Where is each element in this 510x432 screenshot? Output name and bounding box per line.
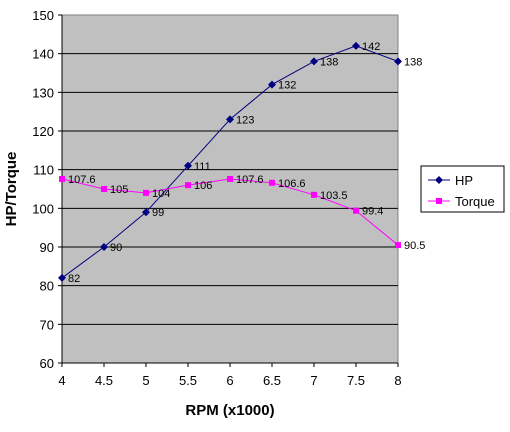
data-point bbox=[310, 57, 318, 66]
y-axis-title: HP/Torque bbox=[3, 152, 20, 227]
data-point bbox=[184, 161, 192, 170]
data-point bbox=[226, 115, 234, 124]
legend-label: Torque bbox=[455, 194, 495, 209]
series-group: 82 90 99 111 123 132 138 142 138 107.6 105 104 106 10… bbox=[58, 41, 425, 285]
data-label: 106.6 bbox=[278, 178, 306, 190]
y-tick-label: 120 bbox=[32, 124, 54, 139]
x-tick-label: 6 bbox=[226, 373, 233, 388]
data-label: 107.6 bbox=[68, 174, 96, 186]
data-label: 123 bbox=[236, 114, 254, 126]
legend-box bbox=[420, 165, 505, 213]
legend-marker bbox=[435, 176, 443, 184]
data-point bbox=[269, 179, 275, 186]
x-tick-label: 8 bbox=[394, 373, 401, 388]
data-label: 105 bbox=[110, 184, 128, 196]
y-tick-label: 80 bbox=[40, 279, 54, 294]
y-axis-ticks: 60 70 80 90 100 110 120 130 140 150 bbox=[32, 8, 62, 371]
data-label: 104 bbox=[152, 188, 170, 200]
x-tick-label: 5 bbox=[142, 373, 149, 388]
data-label: 99 bbox=[152, 207, 164, 219]
x-axis-title: RPM (x1000) bbox=[185, 402, 274, 419]
data-point bbox=[352, 41, 360, 50]
data-label: 103.5 bbox=[320, 190, 348, 202]
data-point bbox=[395, 242, 401, 249]
data-label: 82 bbox=[68, 273, 80, 285]
x-tick-label: 5.5 bbox=[179, 373, 197, 388]
data-point bbox=[227, 175, 233, 182]
data-point bbox=[311, 191, 317, 198]
y-tick-label: 70 bbox=[40, 317, 54, 332]
data-point bbox=[101, 186, 107, 192]
x-tick-label: 6.5 bbox=[263, 373, 281, 388]
data-point bbox=[353, 207, 359, 214]
legend-marker bbox=[436, 198, 442, 204]
data-label: 138 bbox=[320, 56, 338, 68]
data-label: 132 bbox=[278, 80, 296, 92]
data-label: 90 bbox=[110, 242, 122, 254]
data-point bbox=[59, 175, 65, 182]
data-label: 99.4 bbox=[362, 206, 383, 218]
data-point bbox=[58, 273, 66, 282]
y-tick-label: 140 bbox=[32, 47, 54, 62]
y-tick-label: 90 bbox=[40, 240, 54, 255]
data-point bbox=[185, 182, 191, 189]
x-tick-label: 4.5 bbox=[95, 373, 113, 388]
data-label: 111 bbox=[194, 161, 211, 173]
x-axis-ticks: 4 4.5 5 5.5 6 6.5 7 7.5 8 bbox=[58, 363, 402, 388]
plot-area bbox=[61, 14, 399, 364]
data-point bbox=[268, 80, 276, 89]
data-label: 90.5 bbox=[404, 240, 425, 252]
y-tick-label: 150 bbox=[32, 8, 54, 23]
data-point bbox=[143, 189, 149, 196]
y-tick-label: 130 bbox=[32, 85, 54, 100]
x-tick-label: 7.5 bbox=[347, 373, 365, 388]
data-point bbox=[100, 243, 108, 251]
y-tick-label: 100 bbox=[32, 201, 54, 216]
data-point bbox=[142, 208, 150, 217]
data-label: 106 bbox=[194, 180, 212, 192]
data-label: 142 bbox=[362, 41, 380, 53]
data-label: 138 bbox=[404, 56, 422, 68]
data-point bbox=[394, 57, 402, 66]
legend: HP Torque bbox=[420, 165, 505, 213]
y-tick-label: 60 bbox=[40, 356, 54, 371]
y-tick-label: 110 bbox=[33, 163, 54, 178]
x-tick-label: 7 bbox=[310, 373, 317, 388]
data-label: 107.6 bbox=[236, 174, 264, 186]
x-tick-label: 4 bbox=[58, 373, 65, 388]
legend-label: HP bbox=[455, 173, 473, 188]
